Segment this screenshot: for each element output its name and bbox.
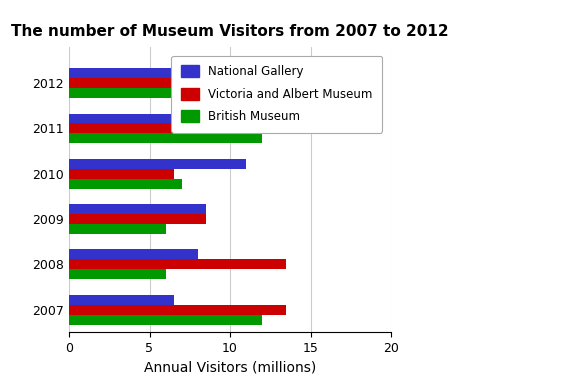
Bar: [69, 88, 294, 98]
Bar: [69, 269, 166, 279]
Bar: [69, 159, 246, 169]
Bar: [69, 305, 286, 315]
Bar: [69, 113, 246, 124]
Bar: [69, 259, 286, 269]
Bar: [69, 78, 230, 88]
Bar: [69, 315, 262, 325]
Bar: [69, 295, 174, 305]
Bar: [69, 124, 198, 133]
Bar: [69, 169, 174, 179]
Bar: [69, 214, 206, 224]
Bar: [69, 224, 166, 234]
Bar: [69, 179, 182, 189]
Bar: [69, 249, 198, 259]
Legend: National Gallery, Victoria and Albert Museum, British Museum: National Gallery, Victoria and Albert Mu…: [171, 56, 382, 133]
Bar: [69, 133, 262, 143]
Bar: [69, 204, 206, 214]
Bar: [69, 68, 327, 78]
Title: The number of Museum Visitors from 2007 to 2012: The number of Museum Visitors from 2007 …: [11, 24, 449, 39]
X-axis label: Annual Visitors (millions): Annual Visitors (millions): [144, 361, 316, 375]
